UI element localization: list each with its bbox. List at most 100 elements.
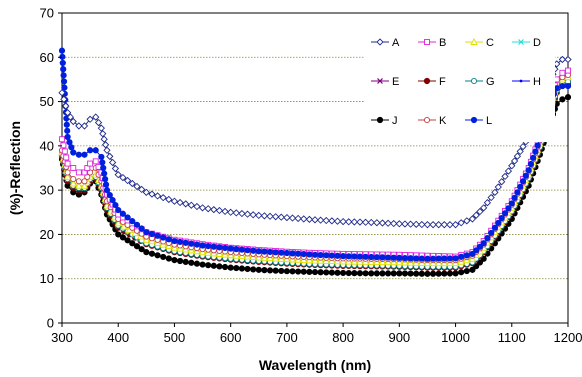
data-point-L [435, 255, 442, 262]
data-point-L [484, 235, 491, 242]
data-point-L [59, 59, 66, 67]
data-point-J [323, 269, 330, 276]
data-point-L [182, 239, 189, 246]
data-point-L [210, 243, 217, 250]
data-point-A [123, 176, 132, 185]
data-point-J [171, 257, 178, 264]
data-point-L [171, 237, 178, 245]
data-point-L [98, 153, 105, 161]
data-point-J [368, 270, 375, 277]
data-point-L [534, 142, 541, 149]
data-point-J [429, 270, 437, 277]
data-point-A [463, 217, 471, 225]
data-point-L [429, 255, 437, 262]
data-point-A [249, 211, 257, 219]
data-point-L [199, 242, 206, 249]
data-point-A [457, 219, 465, 227]
data-point-L [138, 225, 145, 232]
data-point-L [384, 254, 392, 261]
data-point-L [362, 253, 369, 260]
data-point-L [491, 224, 499, 231]
data-point-J [115, 231, 122, 238]
data-point-L [424, 255, 431, 262]
y-axis-title: (%)-Reflection [7, 121, 23, 215]
data-point-L [495, 219, 502, 227]
data-point-L [463, 252, 470, 259]
data-point-L [373, 254, 380, 261]
data-point-A [328, 217, 336, 225]
data-point-A [62, 102, 70, 110]
data-point-L [311, 251, 319, 258]
data-point-L [488, 229, 495, 237]
data-point-J [138, 246, 145, 253]
data-point-L [289, 250, 296, 257]
data-point-A [58, 89, 66, 97]
data-point-L [306, 251, 313, 258]
data-point-B [60, 142, 67, 149]
data-point-L [283, 249, 290, 257]
data-point-L [458, 253, 465, 260]
data-point-J [295, 268, 302, 275]
legend-entry-H: H [512, 76, 541, 88]
data-point-J [143, 249, 150, 256]
data-point-A [159, 194, 167, 202]
data-point-J [165, 255, 172, 262]
data-point-L [81, 151, 88, 158]
data-point-A [243, 210, 252, 218]
data-point-A [111, 164, 120, 173]
x-axis-ticks: 300 400 500 600 700 800 900 1000 1100 1200 [51, 323, 582, 345]
data-point-J [154, 252, 161, 259]
legend-entry-D: D [512, 37, 541, 49]
data-point-J [424, 270, 431, 277]
data-point-L [340, 253, 347, 260]
data-point-L [527, 160, 534, 168]
data-point-L [250, 247, 257, 254]
data-point-A [294, 214, 302, 223]
data-point-L [188, 240, 195, 247]
data-point-L [115, 206, 122, 214]
data-point-J [188, 259, 195, 266]
data-point-L [407, 255, 414, 262]
data-point-J [266, 267, 274, 274]
data-point-L [205, 243, 212, 250]
data-point-J [210, 262, 217, 269]
data-point-L [517, 183, 524, 190]
data-point-A [472, 211, 480, 219]
data-point-L [99, 159, 106, 166]
data-point-L [60, 66, 67, 73]
data-point-L [63, 121, 70, 128]
data-point-A [345, 218, 353, 226]
legend-marker [424, 39, 430, 45]
y-tick-label: 50 [40, 94, 54, 109]
legend-marker [376, 38, 384, 46]
data-point-A [504, 167, 513, 175]
data-point-A [480, 204, 488, 212]
data-point-A [516, 147, 524, 156]
data-point-K [81, 178, 88, 185]
legend-entry-B: B [418, 37, 446, 49]
legend: A B C D E F G H J K L [365, 27, 555, 142]
x-tick-label: 400 [107, 330, 129, 345]
data-point-L [469, 250, 476, 258]
data-point-A [99, 130, 107, 138]
legend-entry-E: E [371, 76, 399, 88]
data-point-L [323, 252, 330, 259]
y-tick-label: 20 [40, 227, 54, 242]
data-point-J [401, 270, 409, 277]
data-point-A [221, 207, 229, 216]
data-point-L [525, 167, 532, 174]
data-point-A [106, 152, 114, 161]
legend-label: L [486, 115, 492, 127]
data-point-A [288, 214, 297, 222]
data-point-J [441, 270, 448, 277]
data-point-J [182, 258, 189, 265]
legend-marker [423, 116, 431, 124]
data-point-J [199, 261, 206, 268]
data-point-A [238, 209, 246, 218]
data-point-L [124, 214, 131, 221]
data-point-L [119, 210, 127, 217]
legend-label: K [439, 115, 447, 127]
data-point-L [452, 255, 459, 262]
data-point-A [487, 193, 495, 202]
data-point-L [100, 164, 107, 172]
